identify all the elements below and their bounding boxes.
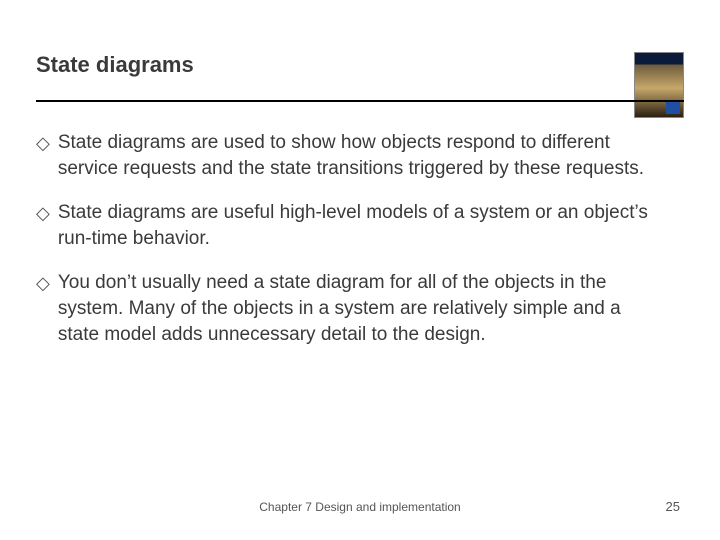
bullet-text: You don’t usually need a state diagram f… (58, 270, 664, 348)
content-area: ◇ State diagrams are used to show how ob… (36, 130, 664, 366)
slide: State diagrams ◇ State diagrams are used… (0, 0, 720, 540)
bullet-text: State diagrams are used to show how obje… (58, 130, 664, 182)
title-underline (36, 100, 684, 102)
book-cover-icon (634, 52, 684, 118)
diamond-icon: ◇ (36, 270, 50, 296)
page-number: 25 (666, 499, 680, 514)
diamond-icon: ◇ (36, 130, 50, 156)
bullet-item: ◇ State diagrams are useful high-level m… (36, 200, 664, 252)
footer: Chapter 7 Design and implementation (0, 500, 720, 514)
diamond-icon: ◇ (36, 200, 50, 226)
bullet-item: ◇ State diagrams are used to show how ob… (36, 130, 664, 182)
bullet-item: ◇ You don’t usually need a state diagram… (36, 270, 664, 348)
bullet-text: State diagrams are useful high-level mod… (58, 200, 664, 252)
slide-title: State diagrams (36, 52, 194, 78)
footer-text: Chapter 7 Design and implementation (259, 500, 460, 514)
title-row: State diagrams (36, 52, 684, 118)
